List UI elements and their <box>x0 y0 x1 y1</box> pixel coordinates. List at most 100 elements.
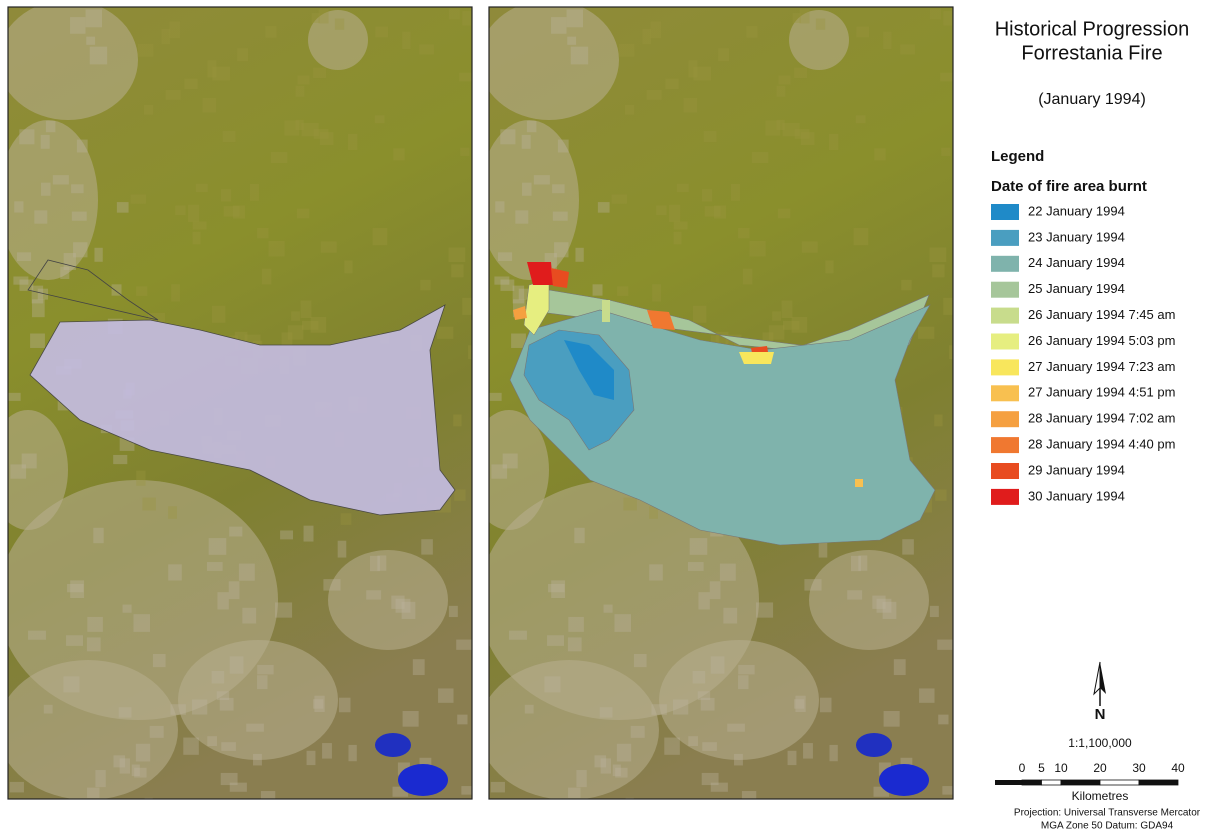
terrain-patch <box>8 7 138 120</box>
pixel <box>348 744 357 762</box>
pixel <box>85 9 102 28</box>
pixel <box>402 711 419 727</box>
pixel <box>612 764 621 777</box>
legend-label: 27 January 1994 4:51 pm <box>1028 385 1175 400</box>
pixel <box>300 300 312 319</box>
pixel <box>137 43 154 57</box>
pixel <box>698 592 710 610</box>
pixel <box>688 60 698 78</box>
pixel <box>804 579 822 591</box>
pixel <box>34 210 48 224</box>
pixel <box>257 227 269 239</box>
pixel <box>495 201 505 213</box>
pixel <box>301 320 319 330</box>
pixel <box>719 563 736 581</box>
pixel <box>52 175 69 185</box>
pixel <box>73 242 88 258</box>
pixel <box>136 286 148 296</box>
legend-swatch <box>991 333 1019 350</box>
pixel <box>313 67 327 79</box>
pixel <box>624 104 635 115</box>
legend-label: 26 January 1994 5:03 pm <box>1028 333 1175 348</box>
pixel <box>95 770 106 788</box>
pixel <box>617 286 629 296</box>
pixel <box>249 184 259 201</box>
pixel <box>142 497 156 511</box>
pixel <box>749 240 766 257</box>
pixel <box>738 664 755 675</box>
pixel <box>673 699 689 715</box>
pixel <box>618 43 635 57</box>
pixel <box>709 581 721 600</box>
pixel <box>782 320 800 330</box>
pixel <box>941 147 951 156</box>
pixel <box>296 208 310 219</box>
pixel <box>217 592 229 610</box>
pixel <box>929 605 939 618</box>
pixel <box>462 11 472 26</box>
pixel <box>313 699 324 709</box>
pixel <box>195 183 208 193</box>
scale-bar <box>995 780 1022 785</box>
pixel <box>777 208 791 219</box>
pixel <box>938 714 949 725</box>
pixel <box>651 704 667 715</box>
pixel <box>220 772 238 786</box>
pixel <box>829 133 839 151</box>
pixel <box>45 120 56 133</box>
pixel <box>494 276 510 285</box>
lake <box>856 733 892 757</box>
pixel <box>853 228 869 246</box>
pixel <box>118 707 132 718</box>
legend-swatch <box>991 359 1019 376</box>
legend-swatch <box>991 385 1019 402</box>
pixel <box>40 134 50 149</box>
fire-area <box>523 329 635 451</box>
pixel <box>220 189 232 202</box>
pixel <box>692 671 706 684</box>
pixel <box>221 742 236 751</box>
terrain-patch <box>489 120 579 280</box>
pixel <box>375 26 389 38</box>
pixel <box>242 607 257 624</box>
pixel <box>130 194 146 204</box>
pixel <box>710 782 728 792</box>
pixel <box>448 247 466 263</box>
pixel <box>281 332 293 349</box>
pixel <box>448 605 458 618</box>
pixel <box>71 211 87 221</box>
pixel <box>437 326 454 339</box>
pixel <box>900 44 915 55</box>
pixel <box>575 247 584 262</box>
legend-label: 27 January 1994 7:23 am <box>1028 359 1175 374</box>
pixel <box>313 129 329 139</box>
scale-label: 0 <box>1019 761 1026 775</box>
pixel <box>183 737 199 755</box>
pixel <box>70 17 86 34</box>
pixel <box>152 654 166 668</box>
pixel <box>122 604 132 613</box>
pixel <box>219 697 234 711</box>
pixel <box>207 736 217 747</box>
pixel <box>456 639 472 650</box>
terrain-patch <box>308 10 368 70</box>
pixel <box>742 268 753 285</box>
pixel <box>547 635 565 646</box>
pixel <box>664 737 680 755</box>
pixel <box>943 11 953 26</box>
map-frame <box>7 6 473 800</box>
pixel <box>630 725 645 738</box>
pixel <box>66 635 84 646</box>
legend-label: 30 January 1994 <box>1028 488 1125 503</box>
pixel <box>265 26 277 38</box>
pixel <box>10 464 27 479</box>
pixel <box>211 305 226 323</box>
pixel <box>32 299 45 318</box>
pixel <box>401 601 416 619</box>
fire-area <box>647 310 675 330</box>
pixel <box>489 392 502 401</box>
title: Forrestania Fire <box>1021 42 1162 64</box>
pixel <box>856 26 870 38</box>
terrain-patch <box>178 640 338 760</box>
pixel <box>303 525 314 542</box>
